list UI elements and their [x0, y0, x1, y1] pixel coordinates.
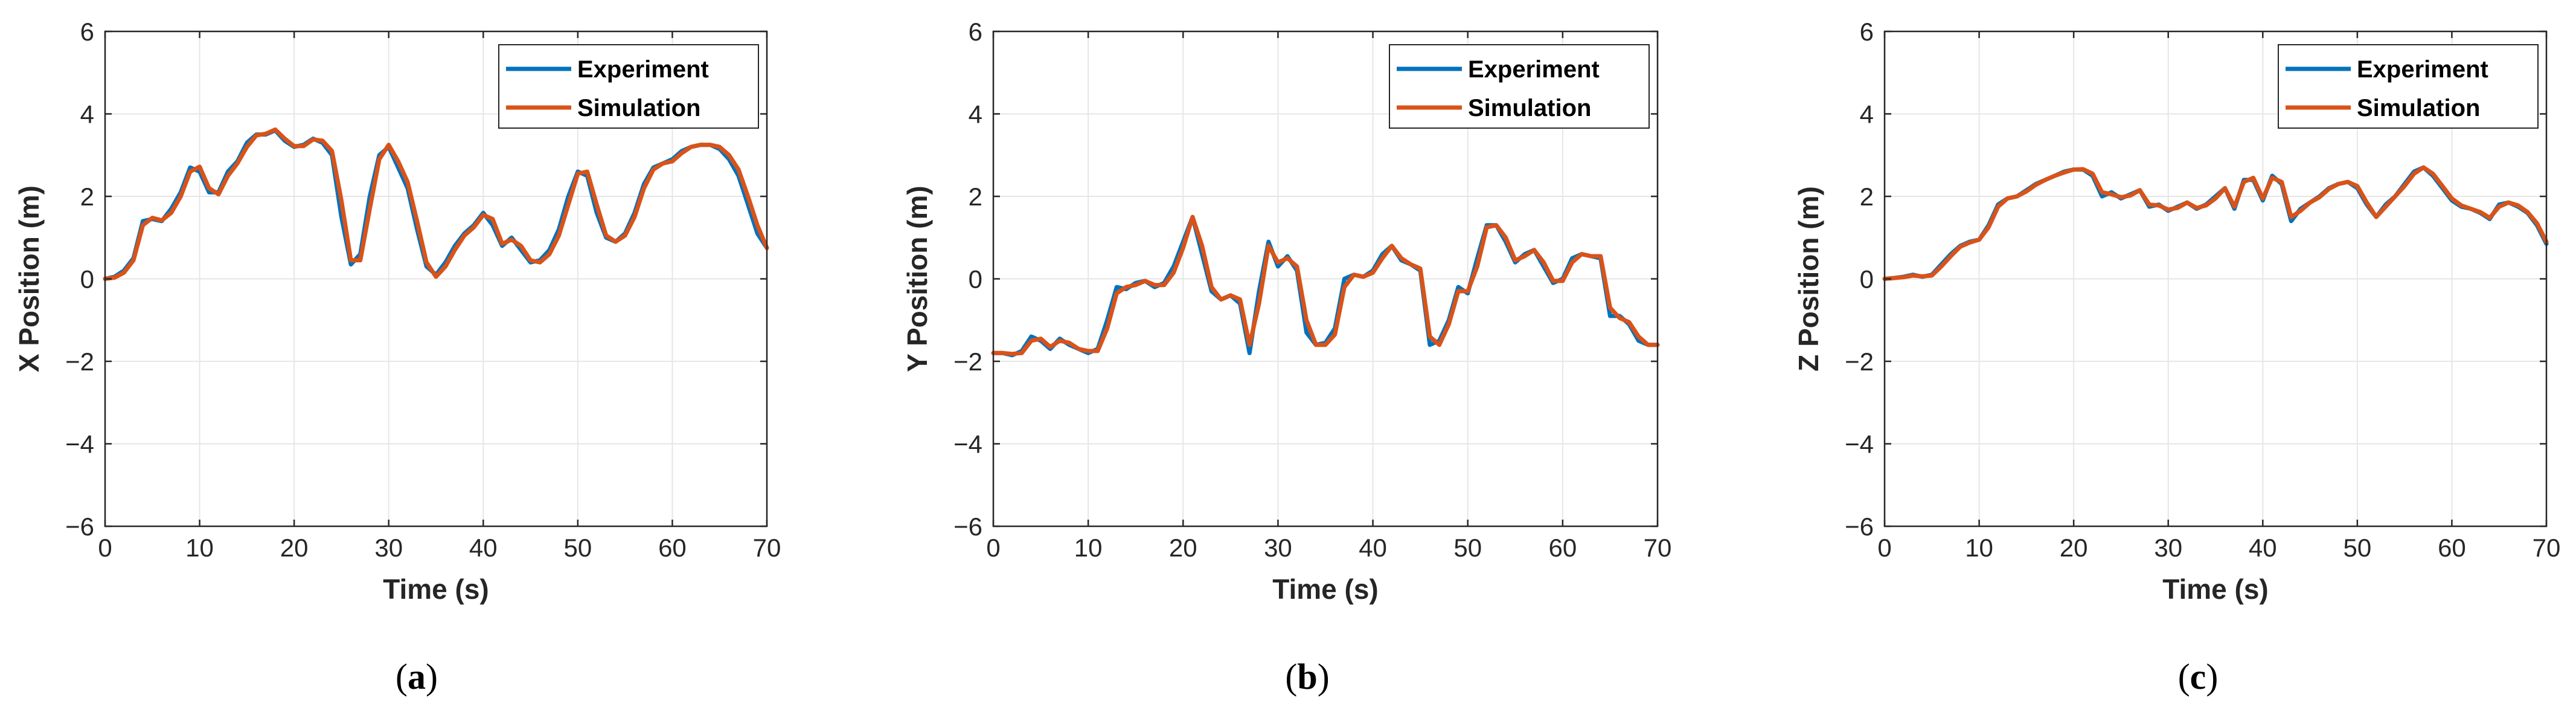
- y-tick-label: −4: [1845, 430, 1874, 459]
- y-tick-label: −6: [65, 512, 94, 541]
- x-tick-label: 60: [658, 534, 687, 562]
- x-tick-label: 40: [2249, 534, 2277, 562]
- legend-entry-experiment: Experiment: [2357, 56, 2488, 83]
- legend: Experiment Simulation: [2278, 44, 2539, 129]
- y-tick-label: −2: [65, 347, 94, 376]
- x-tick-label: 30: [374, 534, 403, 562]
- y-tick-label: 4: [1860, 100, 1874, 129]
- y-tick-label: 6: [969, 18, 982, 46]
- y-tick-label: −4: [953, 430, 982, 459]
- y-tick-label: 0: [1860, 265, 1874, 294]
- legend-box: [2278, 44, 2539, 129]
- y-tick-label: 0: [80, 265, 94, 294]
- legend-entry-simulation: Simulation: [2357, 95, 2480, 121]
- legend-entry-simulation: Simulation: [1468, 95, 1591, 121]
- legend: Experiment Simulation: [498, 44, 759, 129]
- y-tick-label: 0: [969, 265, 982, 294]
- x-axis-label: Time (s): [1272, 573, 1379, 605]
- y-tick-label: 6: [80, 18, 94, 46]
- panel-caption: (c): [2178, 657, 2219, 697]
- y-tick-label: −2: [1845, 347, 1874, 376]
- panel-c: 0 10 20 30 40 50 60 70 −6 −4 −2 0 2 4 6 Time (s) Z Posit…: [1793, 18, 2560, 697]
- legend: Experiment Simulation: [1389, 44, 1650, 129]
- x-tick-label: 50: [1453, 534, 1482, 562]
- y-tick-label: −6: [953, 512, 982, 541]
- x-tick-label: 20: [1169, 534, 1197, 562]
- panel-caption: (a): [396, 657, 438, 697]
- y-tick-label: 2: [969, 182, 982, 211]
- y-tick-label: −4: [65, 430, 94, 459]
- x-axis-label: Time (s): [383, 573, 489, 605]
- legend-entry-simulation: Simulation: [577, 95, 700, 121]
- panel-caption-letter: b: [1297, 657, 1317, 697]
- x-tick-label: 10: [1074, 534, 1103, 562]
- x-axis-label: Time (s): [2162, 573, 2269, 605]
- x-tick-label: 20: [280, 534, 309, 562]
- x-tick-label: 0: [98, 534, 112, 562]
- x-tick-label: 50: [563, 534, 592, 562]
- x-tick-label: 10: [1965, 534, 1993, 562]
- y-tick-label: −6: [1845, 512, 1874, 541]
- x-tick-label: 30: [2154, 534, 2182, 562]
- panel-caption-letter: c: [2190, 657, 2206, 697]
- legend-box: [1389, 44, 1650, 129]
- y-axis-label: Z Position (m): [1793, 186, 1824, 372]
- x-tick-label: 0: [986, 534, 1000, 562]
- x-tick-label: 60: [1548, 534, 1577, 562]
- y-axis-label: X Position (m): [13, 185, 45, 372]
- panel-b: 0 10 20 30 40 50 60 70 −6 −4 −2 0 2 4 6 Time (s) Y Posit…: [902, 18, 1671, 697]
- y-tick-label: 4: [969, 100, 982, 129]
- x-tick-label: 20: [2060, 534, 2088, 562]
- x-tick-label: 40: [469, 534, 498, 562]
- series-line-simulation: [1882, 165, 2549, 281]
- legend-box: [498, 44, 759, 129]
- x-tick-label: 70: [2533, 534, 2561, 562]
- x-tick-label: 60: [2438, 534, 2466, 562]
- x-tick-label: 30: [1264, 534, 1292, 562]
- series-line-simulation: [103, 127, 769, 281]
- y-tick-label: 2: [80, 182, 94, 211]
- panel-caption: (b): [1285, 657, 1329, 697]
- x-tick-label: 0: [1877, 534, 1891, 562]
- y-tick-label: 2: [1860, 182, 1874, 211]
- y-tick-label: 6: [1860, 18, 1874, 46]
- legend-entry-experiment: Experiment: [577, 56, 709, 83]
- y-tick-label: 4: [80, 100, 94, 129]
- series-line-simulation: [991, 214, 1660, 356]
- legend-entry-experiment: Experiment: [1468, 56, 1600, 83]
- x-tick-label: 70: [1644, 534, 1672, 562]
- y-axis-label: Y Position (m): [902, 185, 933, 372]
- panel-caption-letter: a: [408, 657, 426, 697]
- x-tick-label: 50: [2343, 534, 2371, 562]
- x-tick-label: 40: [1359, 534, 1387, 562]
- panel-a: 0 10 20 30 40 50 60 70 −6 −4 −2 0 2 4 6 Time (s) X Posit…: [13, 18, 781, 697]
- x-tick-label: 70: [753, 534, 781, 562]
- x-tick-label: 10: [185, 534, 214, 562]
- y-tick-label: −2: [953, 347, 982, 376]
